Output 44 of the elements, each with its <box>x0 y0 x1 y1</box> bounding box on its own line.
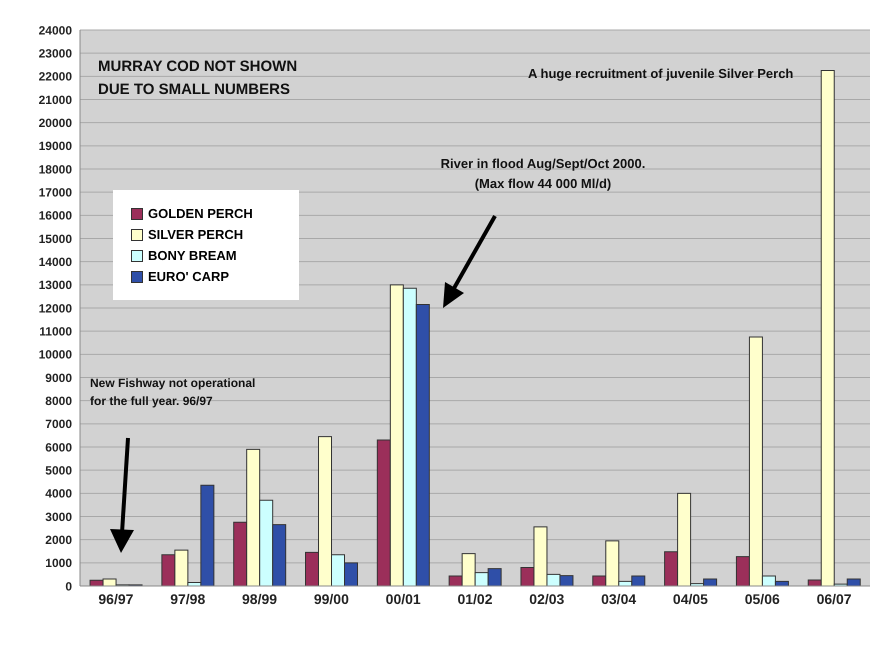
x-tick-label: 03/04 <box>601 590 636 607</box>
y-tick-label: 2000 <box>45 532 72 547</box>
y-tick-label: 6000 <box>45 440 72 454</box>
y-tick-label: 10000 <box>38 348 72 362</box>
x-tick-label: 96/97 <box>98 590 134 607</box>
y-tick-label: 11000 <box>39 324 72 338</box>
annotation: River in flood Aug/Sept/Oct 2000. (Max flow 44 000 Ml/d) <box>440 155 646 193</box>
x-tick-label: 99/00 <box>314 590 350 607</box>
annotation: MURRAY COD NOT SHOWN DUE TO SMALL NUMBERS <box>98 57 298 100</box>
legend-label: SILVER PERCH <box>147 227 244 242</box>
y-tick-label: 15000 <box>38 232 72 246</box>
y-tick-label: 4000 <box>45 486 72 501</box>
y-tick-label: 24000 <box>38 23 72 38</box>
x-tick-label: 04/05 <box>672 590 708 607</box>
y-tick-label: 1000 <box>45 556 72 570</box>
y-tick-label: 7000 <box>45 417 72 432</box>
y-tick-label: 14000 <box>38 254 72 269</box>
annotation: A huge recruitment of juvenile Silver Perch <box>528 65 794 83</box>
y-tick-label: 22000 <box>38 70 72 84</box>
y-tick-label: 16000 <box>38 208 72 223</box>
annotation: New Fishway not operational for the full year. 96/97 <box>90 375 256 410</box>
y-tick-label: 5000 <box>45 463 72 478</box>
y-tick-label: 12000 <box>38 301 72 316</box>
legend-label: GOLDEN PERCH <box>147 206 254 221</box>
x-tick-label: 05/06 <box>744 590 780 607</box>
x-tick-label: 06/07 <box>816 590 852 607</box>
y-tick-label: 3000 <box>45 510 72 524</box>
x-tick-label: 02/03 <box>529 590 565 607</box>
y-tick-label: 20000 <box>38 116 72 130</box>
x-tick-label: 01/02 <box>457 590 493 607</box>
y-tick-label: 8000 <box>45 394 72 408</box>
legend-label: EURO' CARP <box>147 269 230 284</box>
y-tick-label: 13000 <box>38 278 72 292</box>
y-tick-label: 17000 <box>38 185 72 200</box>
y-tick-label: 18000 <box>38 162 72 176</box>
x-tick-label: 97/98 <box>170 590 206 607</box>
y-tick-label: 19000 <box>38 139 72 154</box>
legend-label: BONY BREAM <box>147 248 238 263</box>
x-tick-label: 00/01 <box>386 590 421 607</box>
y-tick-label: 21000 <box>38 92 72 107</box>
x-tick-label: 98/99 <box>242 590 278 607</box>
y-tick-label: 23000 <box>38 46 72 60</box>
y-tick-label: 0 <box>65 579 72 594</box>
y-tick-label: 9000 <box>45 370 72 385</box>
